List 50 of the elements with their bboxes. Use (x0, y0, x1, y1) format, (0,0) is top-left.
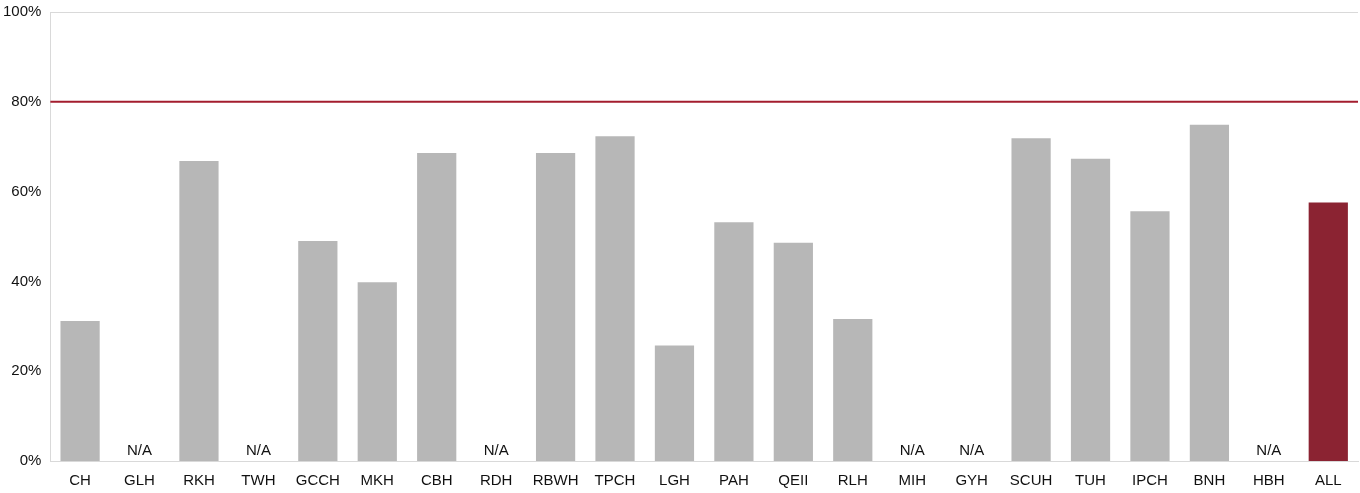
y-tick-label: 20% (11, 361, 42, 379)
bar (1189, 124, 1230, 461)
bar (298, 240, 338, 461)
x-tick-label: RBWH (532, 471, 579, 489)
bar (535, 152, 576, 461)
bar (417, 152, 457, 461)
y-tick-label: 60% (11, 181, 42, 199)
bar (357, 282, 397, 461)
y-tick-label: 100% (2, 2, 42, 20)
x-tick-label: ALL (1314, 471, 1342, 489)
text: N/A (959, 440, 985, 458)
bar (1130, 211, 1170, 461)
bar (773, 242, 813, 461)
bar (60, 320, 100, 461)
x-tick-label: TWH (241, 471, 276, 489)
x-tick-label: TPCH (594, 471, 636, 489)
bar (1070, 158, 1111, 461)
x-tick-label: HBH (1253, 471, 1285, 489)
bar (714, 222, 754, 461)
x-tick-label: RDH (479, 471, 513, 489)
x-tick-label: LGH (659, 471, 690, 489)
bar (1011, 138, 1051, 461)
text: N/A (127, 440, 153, 458)
text: N/A (1256, 440, 1282, 458)
x-tick-label: QEII (778, 471, 809, 489)
x-tick-label: MIH (898, 471, 926, 489)
x-tick-label: GLH (124, 471, 155, 489)
x-tick-label: BNH (1193, 471, 1226, 489)
text: N/A (483, 440, 509, 458)
x-tick-label: MKH (360, 471, 394, 489)
x-tick-label: CH (69, 471, 91, 489)
x-tick-label: PAH (719, 471, 749, 489)
bar (654, 345, 695, 461)
x-tick-label: TUH (1075, 471, 1106, 489)
bar (179, 161, 219, 461)
bar (1308, 202, 1348, 461)
bar (833, 319, 873, 461)
text: N/A (245, 440, 271, 458)
x-tick-label: RLH (837, 471, 868, 489)
x-tick-label: CBH (420, 471, 453, 489)
y-tick-label: 40% (11, 271, 42, 289)
y-tick-label: 80% (11, 91, 42, 109)
x-tick-label: GCCH (295, 471, 340, 489)
x-tick-label: GYH (955, 471, 988, 489)
bar (595, 136, 635, 461)
x-tick-label: SCUH (1009, 471, 1053, 489)
y-tick-label: 0% (19, 451, 42, 469)
text: N/A (899, 440, 925, 458)
x-tick-label: RKH (183, 471, 215, 489)
x-tick-label: IPCH (1132, 471, 1168, 489)
